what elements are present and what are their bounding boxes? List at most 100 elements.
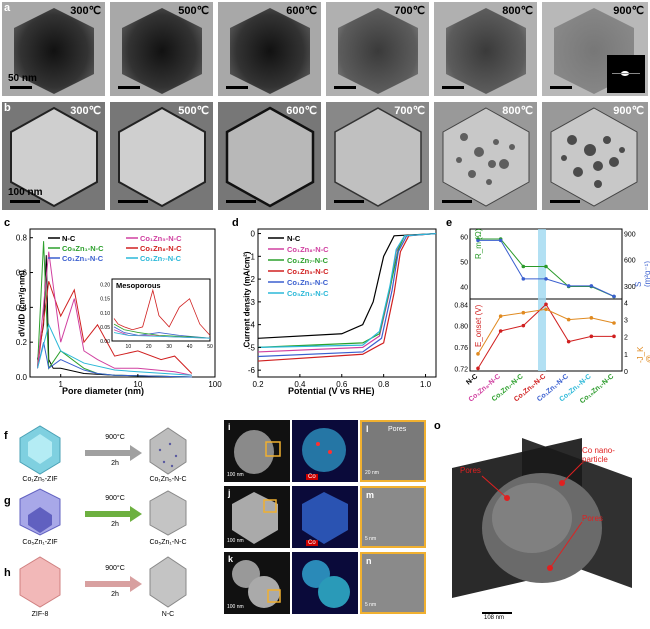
legend-label: Co₁Zn₁-N-C [287,278,329,287]
em-label: m [366,490,375,500]
panel-d-label: d [232,217,239,229]
data-point [589,316,594,320]
data-point [544,264,548,269]
hrtem-n: n 5 nm [360,552,426,614]
tem-a-500: 500℃ [110,2,213,96]
y-tick-label: 0.84 [454,302,468,309]
x-axis-label: Pore diameter (nm) [62,386,145,396]
data-point [521,310,526,315]
tem-b-800: 800℃ [434,102,537,210]
data-point [566,284,571,288]
temp-label: 300℃ [70,105,101,117]
scheme-product: Co₁Zn₅-N-C [149,476,187,483]
scheme-arrow-time: 2h [111,521,119,528]
inset-x-tick-label: 30 [166,344,172,350]
eds-map-k [292,552,358,614]
eds-map-j: Co [292,486,358,548]
label-jk: -J_K @ 0.85V [636,346,650,363]
inset-y-tick-label: 0.15 [100,297,110,303]
data-point [544,302,548,307]
panel-a-label: a [4,2,11,14]
scale-label: 100 nm [227,538,244,544]
temp-label: 900℃ [613,5,644,17]
inset-y-tick-label: 0.05 [100,325,110,331]
data-point [521,264,526,269]
series-line [36,281,193,374]
scheme-h-graphic [19,556,187,608]
pores-annot: Pores [388,426,407,433]
tem-a-900: 900℃ [542,2,648,96]
legend-label: Co₁Zn₈-N-C [287,245,329,254]
scheme-arrow-temp: 900°C [105,434,125,441]
chart-e-svg: 4050603006009000.720.760.800.8401234N-CC… [454,228,636,405]
panel-a: a 300℃ 50 nm 500℃ 600℃ 700℃ 800℃ 900℃ [0,0,650,100]
panel-em-grid: i 100 nm Co l Pores 20 nm j 100 nm Co m … [224,418,429,628]
y2-tick-label: 600 [624,258,636,265]
scale-bar [442,86,464,89]
scale-label: 100 nm [8,187,43,198]
scale-bar [226,86,248,89]
co-nanoparticle-label: Co nano- particle [582,446,615,464]
inset-y-tick-label: 0.00 [100,339,110,345]
data-point [498,329,503,333]
y2-tick-label: 300 [624,284,636,291]
inset-y-tick-label: 0.20 [100,283,110,289]
inset-x-tick-label: 20 [146,344,152,350]
series-line [257,232,437,358]
data-point [544,277,548,281]
y-tick-label: 50 [460,260,468,267]
tem-a-800: 800℃ [434,2,537,96]
y-tick-label: 0.4 [16,303,28,312]
inset-series-line [113,332,211,339]
x-tick-label: 1.0 [420,380,432,389]
y2-tick-label: 2 [624,335,628,342]
particle-image [550,107,638,207]
y-tick-label: -6 [248,366,256,375]
inset-series-line [113,288,211,336]
legend-label: Co₁Zn₇-N-C [287,256,329,265]
data-point [612,321,616,325]
panel-o: o Pores Co nano- particle Pores 108 nm [432,418,650,628]
temp-label: 600℃ [286,5,317,17]
legend-label: Co₅Zn₁-N-C [62,244,104,253]
scale-bar [118,200,148,203]
data-point [612,294,616,299]
em-label: k [228,554,234,564]
scheme-arrow-temp: 900°C [105,565,125,572]
scheme-arrow-time: 2h [111,460,119,467]
legend-label: Co₁Zn₅-N-C [287,267,329,276]
tem-b-700: 700℃ [326,102,429,210]
temp-label: 900℃ [613,105,644,117]
scale-bar [118,86,140,89]
co-tag: Co [306,540,318,546]
temp-label: 800℃ [502,105,533,117]
y-tick-label: -3 [248,298,256,307]
scheme-arrow-time: 2h [111,591,119,598]
series-line [36,342,192,378]
x-tick-label: 10 [133,380,142,389]
hrtem-m: m 5 nm [360,486,426,548]
plot-frame [257,228,437,378]
temp-label: 700℃ [394,105,425,117]
em-label: j [228,488,231,498]
x-tick-label: 1 [58,380,63,389]
data-point [566,339,571,344]
panel-c: c dV/dD (cm³/g·nm) 0.0 0.2 0.4 0.6 0.8 1 10 100… [0,215,225,400]
legend-label: Co₁Zn₅-N-C [140,234,182,243]
y-tick-label: 0.8 [16,234,28,243]
scheme-precursor: Co₅Zn₁-ZIF [22,539,58,546]
tem-b-500: 500℃ [110,102,213,210]
data-point [566,317,571,322]
scheme-f-graphic [19,425,187,475]
x-tick-label: 0.8 [378,380,390,389]
y-tick-label: 0.2 [16,338,28,347]
legend-label: Co₁Zn₁-N-C [62,254,104,263]
co-tag: Co [306,474,318,480]
y-tick-label: -1 [248,252,256,261]
scale-bar [10,86,32,89]
x-tick-label: 0.6 [336,380,348,389]
series-line [257,232,437,348]
temp-label: 700℃ [394,5,425,17]
data-point [589,284,594,288]
panel-e: e 40 50 60 300 600 900 0.72 0.76 0.80 0.84 0 1 2 3 4 N-… [446,215,650,415]
